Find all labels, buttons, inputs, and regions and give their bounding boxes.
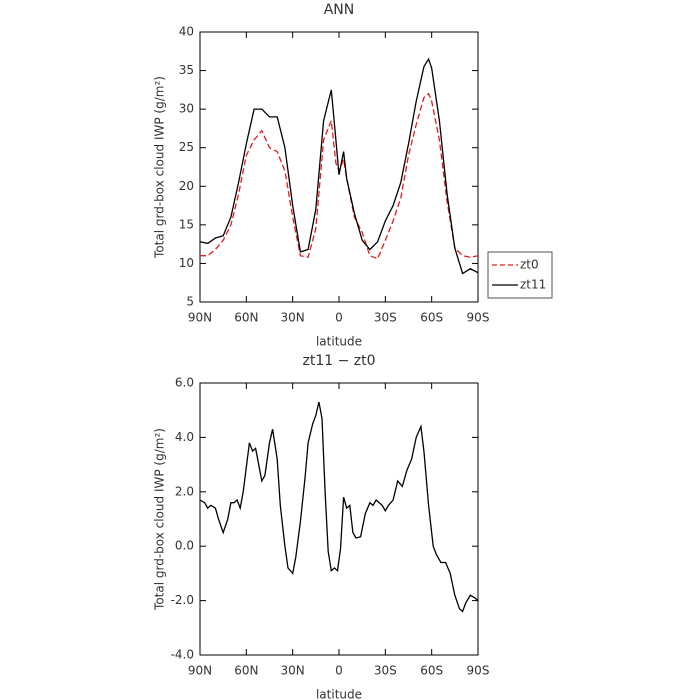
- y-tick-label: 2.0: [175, 484, 194, 498]
- x-tick-label: 90S: [467, 664, 490, 678]
- x-tick-label: 90S: [467, 311, 490, 325]
- chart-title: ANN: [324, 2, 355, 18]
- x-axis-label: latitude: [316, 688, 362, 700]
- y-tick-label: 25: [179, 140, 194, 154]
- x-tick-label: 60S: [420, 311, 443, 325]
- x-tick-label: 60S: [420, 664, 443, 678]
- x-tick-label: 30N: [281, 311, 305, 325]
- y-tick-label: 0.0: [175, 539, 194, 553]
- x-tick-label: 60N: [234, 311, 258, 325]
- plot-frame: [199, 31, 479, 303]
- x-tick-label: 0: [335, 311, 343, 325]
- y-tick-label: 10: [179, 256, 194, 270]
- legend-label: zt11: [520, 278, 546, 292]
- y-tick-label: 6.0: [175, 376, 194, 390]
- y-tick-label: 40: [179, 25, 194, 39]
- y-tick-label: 5: [186, 295, 194, 309]
- x-tick-label: 90N: [188, 664, 212, 678]
- chart-title: zt11 − zt0: [302, 353, 375, 369]
- y-tick-label: -4.0: [171, 648, 194, 662]
- x-axis-label: latitude: [316, 335, 362, 349]
- y-tick-label: 35: [179, 63, 194, 77]
- data-line: [200, 92, 479, 260]
- x-tick-label: 30S: [374, 664, 397, 678]
- x-tick-label: 30N: [281, 664, 305, 678]
- data-line: [199, 57, 479, 275]
- legend-box: [487, 251, 553, 299]
- y-tick-label: -2.0: [171, 593, 194, 607]
- y-tick-label: 30: [179, 102, 194, 116]
- y-axis-label: Total grd-box cloud IWP (g/m²): [153, 76, 167, 259]
- data-line: [199, 401, 479, 613]
- x-tick-label: 0: [335, 664, 343, 678]
- y-tick-label: 4.0: [175, 430, 194, 444]
- y-tick-label: 15: [179, 217, 194, 231]
- y-tick-label: 20: [179, 179, 194, 193]
- x-tick-label: 30S: [374, 311, 397, 325]
- plot-frame: [199, 382, 479, 656]
- x-tick-label: 60N: [234, 664, 258, 678]
- legend-label: zt0: [520, 258, 539, 272]
- x-tick-label: 90N: [188, 311, 212, 325]
- y-axis-label: Total grd-box cloud IWP (g/m²): [153, 428, 167, 611]
